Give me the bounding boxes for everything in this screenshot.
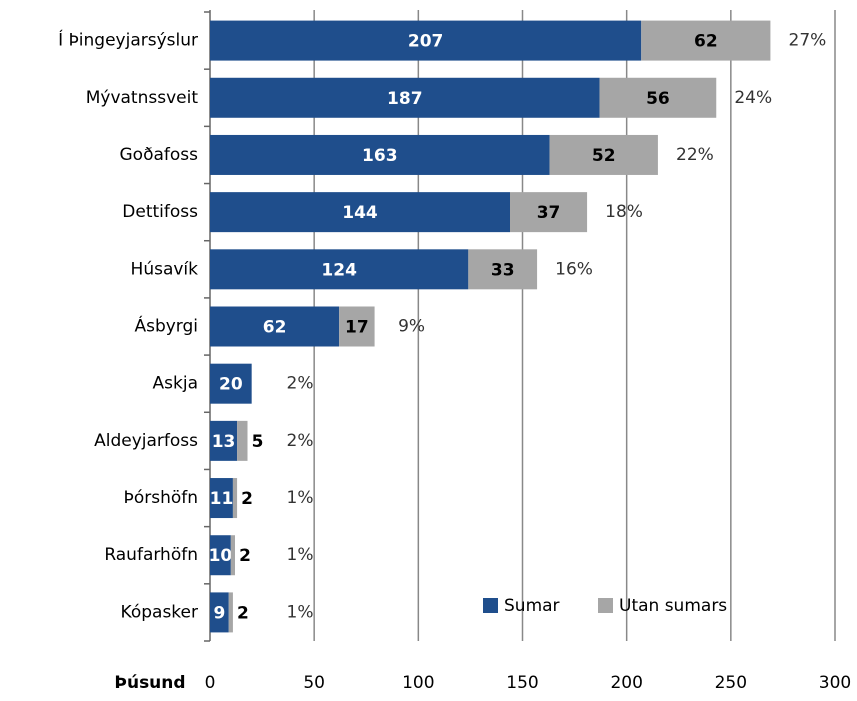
value-label: 163 xyxy=(362,146,398,166)
share-label: 27% xyxy=(789,31,827,51)
bar-segment xyxy=(599,77,717,118)
legend-label: Sumar xyxy=(504,596,560,616)
legend-swatch xyxy=(483,598,498,613)
value-label: 2 xyxy=(239,546,251,566)
x-tick-label: 150 xyxy=(506,673,538,693)
bar-segment xyxy=(228,592,233,633)
bar-segment xyxy=(510,192,588,233)
value-label: 33 xyxy=(491,260,515,280)
bar-segment xyxy=(210,249,469,290)
share-label: 1% xyxy=(287,488,314,508)
bar-segment xyxy=(210,478,233,519)
value-label: 11 xyxy=(210,489,234,509)
share-label: 16% xyxy=(555,259,593,279)
y-tick-label: Askja xyxy=(153,374,198,394)
legend-label: Utan sumars xyxy=(619,596,727,616)
bar-segment xyxy=(339,306,375,347)
share-label: 2% xyxy=(287,374,314,394)
y-tick-label: Dettifoss xyxy=(122,202,198,222)
y-tick-label: Þórshöfn xyxy=(124,488,198,508)
legend-swatch xyxy=(598,598,613,613)
share-label: 24% xyxy=(734,88,772,108)
bar-segment xyxy=(210,77,600,118)
bar-segment xyxy=(210,306,340,347)
bar-segment xyxy=(237,420,248,461)
bar-segment xyxy=(210,363,252,404)
value-label: 10 xyxy=(209,546,233,566)
share-label: 1% xyxy=(287,545,314,565)
value-label: 2 xyxy=(237,603,249,623)
bar-segment xyxy=(468,249,538,290)
y-tick-label: Ásbyrgi xyxy=(134,315,198,337)
y-tick-label: Mývatnssveit xyxy=(86,88,199,108)
y-tick-label: Í Þingeyjarsýslur xyxy=(58,29,198,51)
x-tick-label: 300 xyxy=(819,673,851,693)
value-label: 5 xyxy=(252,432,264,452)
bar-segment xyxy=(210,20,642,61)
x-tick-label: 250 xyxy=(715,673,747,693)
share-label: 18% xyxy=(605,202,643,222)
y-tick-label: Húsavík xyxy=(131,259,199,279)
value-label: 13 xyxy=(212,432,236,452)
bar-segment xyxy=(230,535,235,576)
value-label: 144 xyxy=(342,203,378,223)
value-label: 56 xyxy=(646,89,670,109)
value-label: 187 xyxy=(387,89,423,109)
y-tick-label: Goðafoss xyxy=(120,145,199,165)
bar-segment xyxy=(549,134,658,175)
bar-segment xyxy=(641,20,771,61)
value-label: 37 xyxy=(537,203,561,223)
share-label: 1% xyxy=(287,602,314,622)
x-tick-label: 100 xyxy=(402,673,434,693)
bar-segment xyxy=(210,535,231,576)
share-label: 9% xyxy=(398,317,425,337)
value-label: 9 xyxy=(213,603,225,623)
value-label: 17 xyxy=(345,318,369,338)
share-label: 22% xyxy=(676,145,714,165)
x-axis-label: Þúsund xyxy=(114,673,185,693)
bar-segment xyxy=(210,134,550,175)
bar-segment xyxy=(210,420,238,461)
bar-segment xyxy=(210,192,510,233)
value-label: 2 xyxy=(241,489,253,509)
value-label: 20 xyxy=(219,375,243,395)
value-label: 62 xyxy=(694,32,718,52)
value-label: 207 xyxy=(408,32,444,52)
share-label: 2% xyxy=(287,431,314,451)
bar-segment xyxy=(232,478,238,519)
y-tick-label: Raufarhöfn xyxy=(104,545,198,565)
x-tick-label: 50 xyxy=(303,673,325,693)
bar-segment xyxy=(210,592,229,633)
x-tick-label: 200 xyxy=(610,673,642,693)
x-tick-label: 0 xyxy=(205,673,216,693)
value-label: 62 xyxy=(263,318,287,338)
y-tick-label: Aldeyjarfoss xyxy=(94,431,198,451)
y-tick-label: Kópasker xyxy=(121,602,198,622)
value-label: 52 xyxy=(592,146,616,166)
value-label: 124 xyxy=(321,260,357,280)
